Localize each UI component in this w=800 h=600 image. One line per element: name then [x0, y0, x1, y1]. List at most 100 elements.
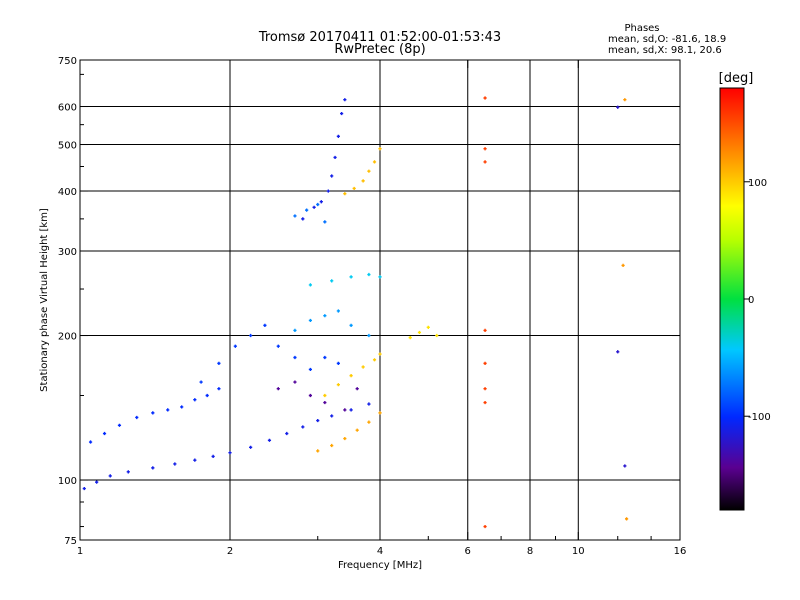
- data-point: [308, 283, 313, 287]
- data-point: [378, 411, 382, 415]
- data-point: [343, 192, 347, 196]
- data-point: [483, 160, 487, 164]
- data-point: [349, 275, 353, 279]
- x-tick-label: 1: [77, 546, 83, 557]
- y-tick-label: 750: [58, 56, 77, 67]
- data-point: [319, 200, 323, 204]
- phases-x-stats: mean, sd,X: 98.1, 20.6: [608, 45, 722, 56]
- data-point: [616, 350, 620, 354]
- colorbar-tick-label: -100: [748, 412, 771, 423]
- data-point: [135, 415, 139, 420]
- data-point: [211, 454, 215, 459]
- x-axis-ticks: 1 2 4 6 8 10 16: [77, 60, 687, 557]
- data-point: [276, 387, 280, 391]
- chart-title: Tromsø 20170411 01:52:00-01:53:43: [258, 30, 501, 45]
- data-point: [408, 336, 412, 340]
- data-point: [378, 147, 382, 151]
- data-point: [330, 414, 334, 418]
- data-point: [228, 451, 232, 455]
- data-point: [367, 402, 371, 406]
- colorbar-tick-label: 0: [748, 295, 754, 306]
- y-axis-label: Stationary phase Virtual Height [km]: [39, 208, 50, 392]
- data-point: [349, 323, 353, 327]
- data-point: [623, 98, 627, 102]
- data-point: [483, 328, 487, 332]
- data-point: [316, 418, 320, 423]
- y-tick-label: 400: [58, 187, 77, 198]
- data-point: [323, 314, 327, 318]
- data-point: [323, 355, 327, 360]
- data-points: [82, 96, 629, 529]
- y-axis-ticks: 75 100 200 300 400 500 600 750: [58, 56, 680, 547]
- data-point: [301, 425, 305, 429]
- data-point: [483, 524, 487, 529]
- data-point: [349, 408, 353, 412]
- plot-grid: [80, 60, 680, 540]
- x-tick-label: 6: [465, 546, 471, 557]
- x-tick-label: 2: [227, 546, 233, 557]
- data-point: [367, 169, 371, 173]
- data-point: [378, 352, 382, 356]
- data-point: [361, 365, 365, 369]
- data-point: [349, 374, 353, 378]
- data-point: [483, 147, 487, 151]
- data-point: [316, 449, 320, 453]
- data-point: [88, 440, 93, 444]
- data-point: [316, 202, 320, 207]
- data-point: [333, 155, 337, 160]
- y-tick-label: 500: [58, 141, 77, 152]
- data-point: [323, 393, 327, 398]
- data-point: [117, 423, 122, 427]
- data-point: [173, 462, 177, 466]
- data-point: [417, 330, 422, 335]
- colorbar-tick-label: 100: [748, 178, 767, 189]
- data-point: [82, 486, 86, 491]
- data-point: [293, 214, 297, 218]
- data-point: [330, 174, 334, 178]
- data-point: [426, 325, 430, 329]
- data-point: [193, 458, 197, 462]
- data-point: [312, 205, 316, 209]
- y-tick-label: 75: [64, 536, 77, 547]
- data-point: [355, 387, 359, 391]
- data-point: [330, 279, 334, 283]
- data-point: [367, 272, 371, 277]
- data-point: [343, 408, 347, 412]
- data-point: [483, 96, 487, 100]
- data-point: [217, 387, 221, 391]
- data-point: [102, 431, 107, 436]
- data-point: [355, 428, 359, 432]
- data-point: [323, 220, 327, 224]
- data-point: [308, 393, 313, 398]
- data-point: [361, 179, 365, 183]
- colorbar: [719, 87, 745, 511]
- data-point: [483, 400, 487, 405]
- colorbar-unit-label: [deg]: [719, 71, 754, 86]
- data-point: [308, 367, 313, 372]
- data-point: [343, 98, 347, 102]
- data-point: [293, 380, 297, 384]
- data-point: [199, 380, 203, 384]
- data-point: [285, 431, 289, 436]
- data-point: [340, 111, 344, 116]
- data-point: [180, 405, 184, 409]
- y-tick-label: 600: [58, 103, 77, 114]
- data-point: [621, 263, 625, 267]
- data-point: [263, 323, 267, 327]
- data-point: [293, 355, 297, 360]
- data-point: [372, 160, 377, 164]
- data-point: [95, 480, 99, 484]
- data-point: [276, 344, 280, 348]
- data-point: [367, 333, 371, 338]
- x-tick-label: 16: [674, 546, 687, 557]
- data-point: [267, 438, 272, 442]
- x-tick-label: 10: [572, 546, 585, 557]
- data-point: [108, 474, 112, 478]
- data-point: [193, 398, 197, 402]
- data-point: [483, 387, 487, 391]
- data-point: [205, 393, 209, 398]
- y-tick-label: 300: [58, 247, 77, 258]
- phases-o-stats: mean, sd,O: -81.6, 18.9: [608, 34, 726, 45]
- data-point: [336, 134, 340, 138]
- data-point: [343, 436, 347, 441]
